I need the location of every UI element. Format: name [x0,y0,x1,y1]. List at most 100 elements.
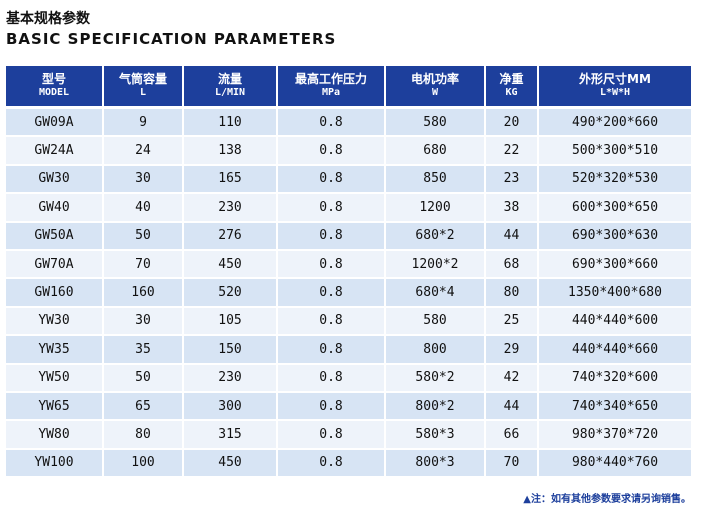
table-cell: 30 [104,307,182,335]
table-cell: 440*440*600 [539,307,691,335]
header-text: 型号 [41,72,66,86]
header-text: 气筒容量 [118,72,167,86]
table-cell: 35 [104,336,182,363]
table-cell: 800*3 [386,449,484,477]
header-cell: 电机功率 W [386,66,484,106]
table-cell: 800*2 [386,393,484,420]
table-cell: 138 [184,137,276,164]
table-cell: GW09A [6,109,102,136]
table-cell: 0.8 [278,336,384,363]
table-cell: YW65 [6,393,102,420]
table-cell: 230 [184,194,276,221]
table-cell: 44 [486,222,537,249]
header-text: MODEL [38,87,70,98]
table-cell: 25 [486,307,537,335]
table-cell: 20 [486,109,537,136]
table-cell: 690*300*630 [539,222,691,249]
table-cell: 500*300*510 [539,137,691,164]
table-cell: 276 [184,222,276,249]
table-cell: 315 [184,421,276,448]
table-cell: 580*3 [386,421,484,448]
table-cell: 66 [486,421,537,448]
table-cell: 300 [184,393,276,420]
table-cell: 70 [486,449,537,477]
table-cell: GW24A [6,137,102,164]
table-cell: 0.8 [278,279,384,306]
table-cell: 40 [104,194,182,221]
table-cell: 1200*2 [386,251,484,278]
title: 基本规格参数 [6,11,90,27]
header-text: L*W*H [599,87,631,98]
table-cell: 580*2 [386,364,484,391]
table-cell: 680*4 [386,279,484,306]
header-cell: 外形尺寸MM L*W*H [539,66,691,106]
table-cell: 70 [104,251,182,278]
table-cell: 680 [386,137,484,164]
note: ▲注：如有其他参数要求请另询销售。 [523,494,691,505]
header-cell: 型号 MODEL [6,66,102,106]
table-cell: GW50A [6,222,102,249]
table-cell: 80 [486,279,537,306]
table-cell: 38 [486,194,537,221]
table-cell: 0.8 [278,421,384,448]
table-cell: 24 [104,137,182,164]
table-cell: GW70A [6,251,102,278]
table-cell: 9 [104,109,182,136]
table-cell: 150 [184,336,276,363]
table-cell: 490*200*660 [539,109,691,136]
subtitle: BASIC SPECIFICATION PARAMETERS [6,30,337,48]
table-cell: 980*370*720 [539,421,691,448]
table-cell: 0.8 [278,251,384,278]
table-cell: 0.8 [278,393,384,420]
table-cell: 160 [104,279,182,306]
table-cell: 0.8 [278,109,384,136]
table-cell: 30 [104,165,182,193]
table-cell: 980*440*760 [539,449,691,477]
table-cell: 440*440*660 [539,336,691,363]
table-cell: 65 [104,393,182,420]
table-cell: 44 [486,393,537,420]
table-cell: 580 [386,307,484,335]
table-cell: 80 [104,421,182,448]
table-cell: 50 [104,364,182,391]
table-cell: 1200 [386,194,484,221]
header-text: 最高工作压力 [294,72,367,86]
header-text: 电机功率 [410,72,459,86]
table-cell: 690*300*660 [539,251,691,278]
table-cell: GW160 [6,279,102,306]
header-cell: 净重 KG [486,66,537,106]
table-cell: 450 [184,449,276,477]
table-cell: YW100 [6,449,102,477]
table-cell: 0.8 [278,307,384,335]
table-cell: 0.8 [278,364,384,391]
table-cell: 850 [386,165,484,193]
header-text: W [431,87,439,98]
table-cell: 0.8 [278,165,384,193]
table-cell: YW50 [6,364,102,391]
table-cell: 520*320*530 [539,165,691,193]
table-cell: 165 [184,165,276,193]
header-text: 外形尺寸MM [579,72,651,86]
table-cell: 22 [486,137,537,164]
table-cell: 800 [386,336,484,363]
table-cell: 29 [486,336,537,363]
header-text: 流量 [217,72,242,86]
table-cell: 0.8 [278,194,384,221]
table-cell: 105 [184,307,276,335]
table-cell: 520 [184,279,276,306]
table-cell: 68 [486,251,537,278]
table-cell: GW30 [6,165,102,193]
table-cell: YW30 [6,307,102,335]
table-cell: 23 [486,165,537,193]
header-text: L/MIN [214,87,246,98]
table-cell: 0.8 [278,137,384,164]
table-cell: 740*320*600 [539,364,691,391]
table-cell: 42 [486,364,537,391]
table-cell: 230 [184,364,276,391]
header-text: MPa [321,87,341,98]
header-cell: 气筒容量 L [104,66,182,106]
table-cell: YW80 [6,421,102,448]
table-cell: 680*2 [386,222,484,249]
table-cell: YW35 [6,336,102,363]
